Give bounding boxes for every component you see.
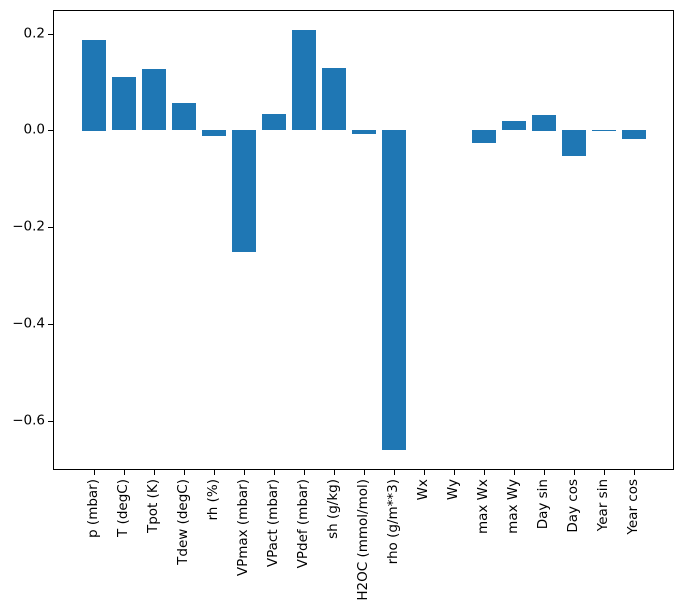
x-tick-mark — [633, 470, 635, 475]
x-tick-label-year-sin: Year sin — [594, 479, 611, 532]
y-tick-mark — [48, 323, 53, 325]
bar-max-wx — [471, 130, 496, 144]
x-tick-label-t-degc: T (degC) — [114, 479, 131, 537]
y-tick-label-0-4: −0.4 — [12, 315, 45, 332]
x-tick-mark — [243, 470, 245, 475]
x-tick-mark — [273, 470, 275, 475]
x-tick-mark — [153, 470, 155, 475]
y-tick-label-0-6: −0.6 — [12, 411, 45, 428]
x-tick-mark — [573, 470, 575, 475]
bar-rh — [201, 130, 226, 137]
bar-vpdef-mbar — [291, 29, 316, 131]
x-tick-label-max-wy: max Wy — [504, 479, 521, 534]
bar-year-sin — [591, 129, 616, 131]
bar-day-sin — [531, 114, 556, 131]
x-tick-label-day-cos: Day cos — [564, 479, 581, 533]
bar-day-cos — [561, 130, 586, 156]
x-tick-label-wy: Wy — [444, 479, 461, 501]
x-tick-mark — [183, 470, 185, 475]
x-tick-label-h2oc-mmol-mol: H2OC (mmol/mol) — [354, 479, 371, 601]
bar-vpmax-mbar — [231, 130, 256, 253]
x-tick-label-rho-g-m-3: rho (g/m**3) — [384, 479, 401, 565]
x-tick-mark — [123, 470, 125, 475]
bar-vpact-mbar — [261, 113, 286, 131]
x-tick-label-vpact-mbar: VPact (mbar) — [264, 479, 281, 568]
y-tick-mark — [48, 33, 53, 35]
bar-sh-g-kg — [321, 67, 346, 131]
x-tick-mark — [513, 470, 515, 475]
x-tick-label-year-cos: Year cos — [624, 479, 641, 535]
y-tick-mark — [48, 227, 53, 229]
x-tick-label-p-mbar: p (mbar) — [84, 479, 101, 538]
x-tick-mark — [213, 470, 215, 475]
x-tick-mark — [603, 470, 605, 475]
x-tick-mark — [363, 470, 365, 475]
y-tick-label-0-2: 0.2 — [23, 24, 45, 41]
x-tick-label-max-wx: max Wx — [474, 479, 491, 535]
y-tick-label-0-2: −0.2 — [12, 218, 45, 235]
x-tick-mark — [333, 470, 335, 475]
x-tick-label-day-sin: Day sin — [534, 479, 551, 530]
y-tick-mark — [48, 420, 53, 422]
x-tick-mark — [393, 470, 395, 475]
x-tick-label-tpot-k: Tpot (K) — [144, 479, 161, 534]
x-tick-mark — [93, 470, 95, 475]
x-tick-mark — [423, 470, 425, 475]
x-tick-label-sh-g-kg: sh (g/kg) — [324, 479, 341, 539]
x-tick-label-vpdef-mbar: VPdef (mbar) — [294, 479, 311, 569]
bar-t-degc — [111, 77, 136, 131]
x-tick-label-tdew-degc: Tdew (degC) — [174, 479, 191, 565]
x-tick-label-rh: rh (%) — [204, 479, 221, 521]
x-tick-label-vpmax-mbar: VPmax (mbar) — [234, 479, 251, 577]
bar-tpot-k — [141, 69, 166, 131]
bar-rho-g-m-3 — [381, 130, 406, 451]
bar-p-mbar — [81, 40, 106, 131]
bar-h2oc-mmol-mol — [351, 130, 376, 134]
x-tick-mark — [303, 470, 305, 475]
y-tick-label-0: 0.0 — [23, 121, 45, 138]
bar-max-wy — [501, 121, 526, 131]
bar-tdew-degc — [171, 103, 196, 131]
bar-year-cos — [621, 130, 646, 140]
x-tick-label-wx: Wx — [414, 479, 431, 501]
x-tick-mark — [483, 470, 485, 475]
x-tick-mark — [543, 470, 545, 475]
y-tick-mark — [48, 130, 53, 132]
x-tick-mark — [453, 470, 455, 475]
